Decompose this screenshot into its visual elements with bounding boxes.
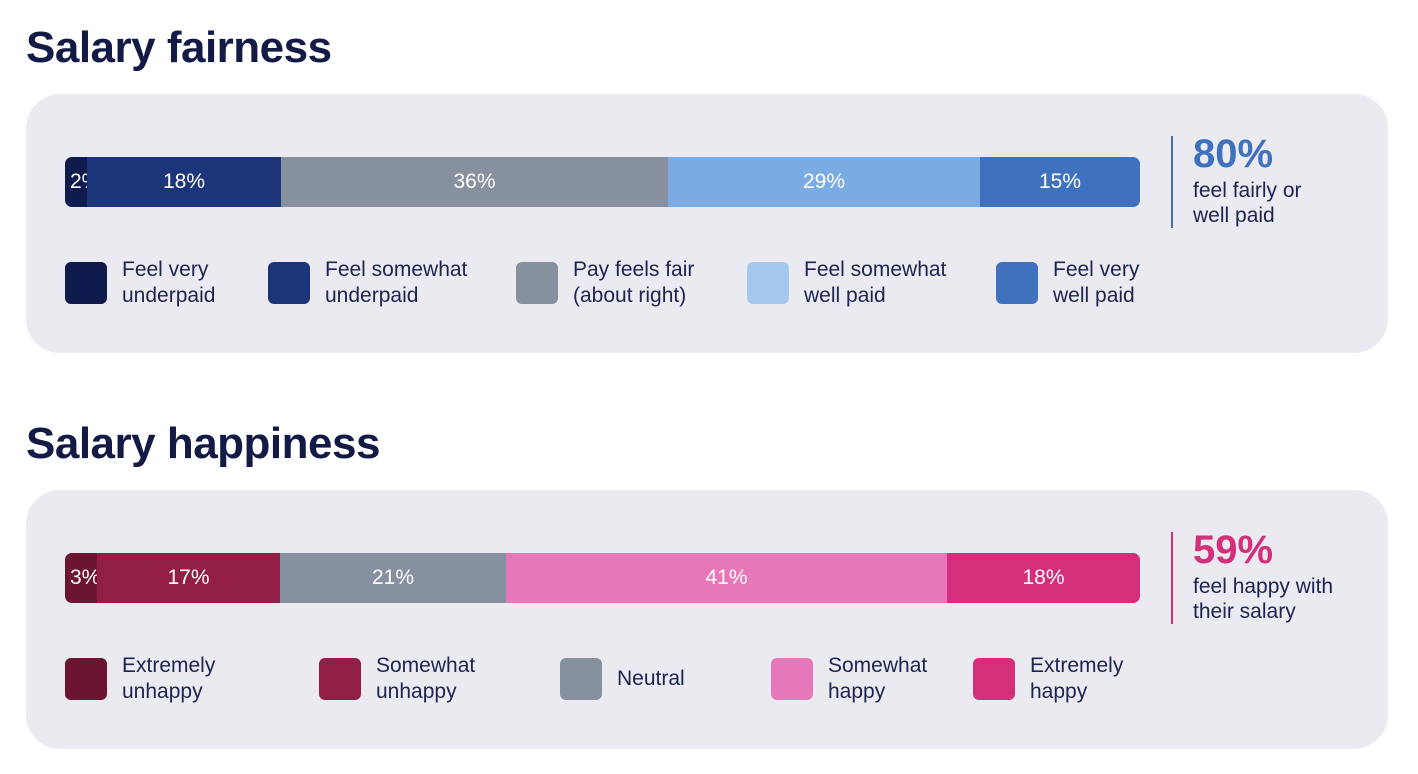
legend-item: Extremely happy [973, 654, 1123, 703]
legend-item: Extremely unhappy [65, 654, 215, 703]
bar-value-label: 15% [1038, 170, 1082, 193]
legend-item: Somewhat happy [771, 654, 927, 703]
legend-item: Feel somewhat well paid [747, 258, 946, 307]
bar-segment: 41% [506, 553, 947, 603]
legend-swatch [65, 262, 107, 304]
bar-value-label: 18% [1022, 566, 1065, 589]
legend-label: Feel somewhat underpaid [325, 258, 468, 307]
bar-segment: 15% [980, 157, 1140, 207]
legend-item: Somewhat unhappy [319, 654, 475, 703]
salary-fairness-bar: 2% 18% 36% 29% 15% [65, 157, 1140, 207]
legend-swatch [996, 262, 1038, 304]
legend-swatch [65, 658, 107, 700]
legend-label: Somewhat unhappy [376, 654, 476, 703]
bar-value-label: 3% [70, 566, 101, 589]
bar-value-label: 36% [453, 170, 496, 193]
callout-caption: feel fairly or well paid [1193, 179, 1302, 227]
callout-caption: feel happy with their salary [1193, 575, 1334, 623]
bar-segment: 3% [65, 553, 101, 603]
bar-value-label: 29% [802, 170, 846, 193]
legend-label: Feel very underpaid [122, 258, 216, 307]
bar-value-label: 41% [705, 566, 748, 589]
bar-value-label: 21% [371, 566, 415, 589]
legend-item: Feel somewhat underpaid [268, 258, 467, 307]
legend-swatch [516, 262, 558, 304]
bar-value-label: 17% [167, 566, 210, 589]
salary-happiness-bar: 3% 17% 21% 41% 18% [65, 553, 1140, 603]
legend-swatch [973, 658, 1015, 700]
bar-segment: 21% [280, 553, 506, 603]
legend-label: Pay feels fair (about right) [573, 258, 695, 307]
legend-item: Feel very underpaid [65, 258, 215, 307]
salary-fairness-title: Salary fairness [26, 23, 332, 72]
salary-happiness-panel: 3% 17% 21% 41% 18% Extremely unhappy Somewhat… [26, 490, 1388, 749]
bar-segment: 29% [668, 157, 980, 207]
legend-label: Extremely unhappy [122, 654, 216, 703]
bar-segment: 18% [87, 157, 281, 207]
salary-fairness-panel: 2% 18% 36% 29% 15% Feel very underpaid Feel s… [26, 94, 1388, 353]
bar-value-label: 18% [162, 170, 206, 193]
legend-label: Feel somewhat well paid [804, 258, 947, 307]
legend-label: Neutral [617, 667, 685, 690]
legend-swatch [747, 262, 789, 304]
legend-swatch [268, 262, 310, 304]
legend-item: Feel very well paid [996, 258, 1139, 307]
bar-segment: 18% [947, 553, 1140, 603]
salary-happiness-title: Salary happiness [26, 419, 380, 468]
legend-item: Pay feels fair (about right) [516, 258, 694, 307]
legend-swatch [560, 658, 602, 700]
legend-label: Feel very well paid [1053, 258, 1140, 307]
legend-label: Somewhat happy [828, 654, 928, 703]
legend-swatch [319, 658, 361, 700]
legend-label: Extremely happy [1030, 654, 1124, 703]
bar-segment: 2% [65, 157, 100, 207]
legend-swatch [771, 658, 813, 700]
callout-value: 80% [1193, 132, 1274, 176]
salary-happiness-callout: 59% feel happy with their salary [1171, 528, 1334, 624]
bar-segment: 36% [281, 157, 668, 207]
bar-segment: 17% [97, 553, 280, 603]
legend-item: Neutral [560, 657, 685, 701]
callout-value: 59% [1193, 528, 1274, 572]
salary-fairness-callout: 80% feel fairly or well paid [1171, 132, 1302, 228]
